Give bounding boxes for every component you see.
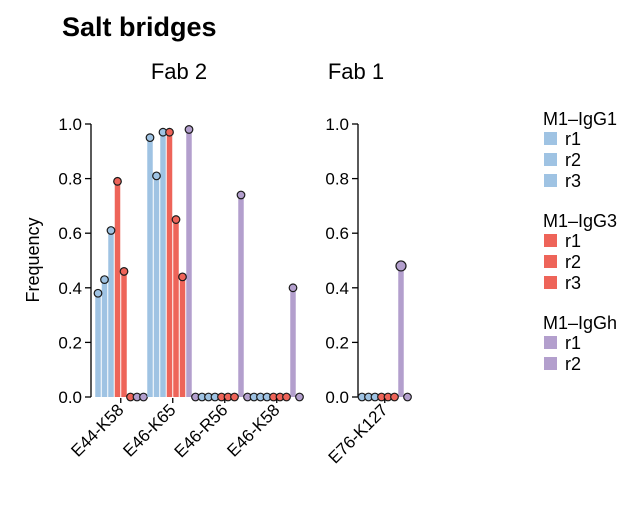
y-tick-label: 0.2	[325, 333, 349, 352]
point-m1-igg3-r3	[390, 392, 399, 402]
legend-swatch	[544, 357, 557, 370]
x-tick-label: E44-K58	[67, 400, 127, 460]
chart-panels: Fab 20.00.20.40.60.81.0E44-K58E46-K65E46…	[58, 59, 412, 467]
legend-title: M1–IgG1	[543, 109, 617, 129]
legend-label: r2	[565, 150, 581, 170]
bar-m1-iggh-r1	[238, 194, 244, 397]
x-tick-label: E76-K127	[325, 400, 392, 467]
legend-label: r3	[565, 171, 581, 191]
point-m1-igg1-r2	[100, 275, 109, 285]
point-m1-igg3-r3	[230, 392, 239, 402]
x-tick-label: E46-R56	[171, 400, 232, 461]
point-m1-igg1-r1	[93, 288, 103, 298]
legend-label: r3	[565, 273, 581, 293]
y-tick-label: 0.2	[58, 333, 82, 352]
legend-swatch	[544, 336, 557, 349]
bar-m1-igg1-r1	[147, 137, 153, 397]
point-m1-iggh-r1	[395, 260, 407, 272]
y-tick-label: 0.6	[58, 224, 82, 243]
legend-swatch	[544, 276, 557, 289]
bar-m1-igg3-r2	[173, 219, 179, 397]
bar-m1-igg1-r1	[95, 293, 101, 397]
bar-m1-igg1-r2	[153, 175, 160, 397]
legend-swatch	[544, 153, 557, 166]
panel-title: Fab 2	[151, 59, 207, 84]
legend-label: r1	[565, 333, 581, 353]
bar-m1-igg3-r1	[114, 181, 121, 397]
point-m1-iggh-r1	[236, 190, 246, 200]
legend-swatch	[544, 174, 557, 187]
x-tick-label: E46-K65	[119, 400, 179, 460]
x-tick-label: E46-K58	[223, 400, 283, 460]
y-tick-label: 0.8	[58, 170, 82, 189]
point-m1-igg1-r2	[152, 171, 161, 181]
point-m1-igg3-r1	[113, 176, 122, 186]
legend-title: M1–IgG3	[543, 211, 617, 231]
point-m1-iggh-r2	[403, 392, 412, 402]
point-m1-iggh-r1	[184, 125, 194, 134]
panel-fab-2: Fab 20.00.20.40.60.81.0E44-K58E46-K65E46…	[58, 59, 304, 461]
y-tick-label: 0.4	[58, 279, 82, 298]
category-e46-k58: E46-K58	[223, 283, 304, 461]
point-m1-igg3-r2	[119, 267, 129, 276]
point-m1-iggh-r1	[288, 283, 298, 293]
bar-m1-igg1-r3	[160, 132, 166, 397]
bar-m1-igg3-r2	[121, 271, 127, 397]
legend-swatch	[544, 132, 557, 145]
point-m1-igg3-r1	[165, 127, 174, 137]
y-axis-label: Frequency	[23, 217, 43, 302]
y-tick-label: 0.0	[58, 388, 82, 407]
point-m1-iggh-r2	[139, 392, 148, 402]
y-tick-label: 1.0	[58, 115, 82, 134]
point-m1-iggh-r2	[295, 392, 304, 402]
y-tick-label: 0.4	[325, 279, 349, 298]
bar-m1-igg3-r3	[179, 276, 186, 397]
legend-swatch	[544, 255, 557, 268]
bar-m1-igg1-r2	[101, 279, 108, 397]
bar-m1-igg1-r3	[108, 230, 114, 397]
category-e44-k58: E44-K58	[67, 176, 148, 461]
bar-m1-iggh-r1	[186, 129, 192, 397]
y-tick-label: 0.0	[325, 388, 349, 407]
bar-m1-igg3-r1	[166, 132, 173, 397]
legend-label: r1	[565, 129, 581, 149]
point-m1-igg1-r3	[106, 226, 116, 235]
legend-label: r2	[565, 354, 581, 374]
legend-label: r1	[565, 231, 581, 251]
point-m1-igg1-r1	[145, 133, 155, 143]
legend-title: M1–IgGh	[543, 313, 617, 333]
y-tick-label: 1.0	[325, 115, 349, 134]
point-m1-igg3-r2	[171, 215, 181, 224]
y-tick-label: 0.8	[325, 170, 349, 189]
point-m1-igg3-r3	[282, 392, 291, 402]
panel-title: Fab 1	[328, 59, 384, 84]
chart-title: Salt bridges	[62, 12, 217, 42]
panel-fab-1: Fab 1 0.0 0.2 0.4 0.6 0.8 1.0 E76-K127	[325, 59, 412, 467]
category-e46-k65: E46-K65	[119, 125, 200, 461]
y-tick-label: 0.6	[325, 224, 349, 243]
legend-label: r2	[565, 252, 581, 272]
point-m1-igg3-r3	[178, 272, 187, 282]
bar-m1-iggh-r1	[398, 265, 404, 397]
legend-swatch	[544, 234, 557, 247]
bar-m1-iggh-r1	[290, 287, 296, 397]
